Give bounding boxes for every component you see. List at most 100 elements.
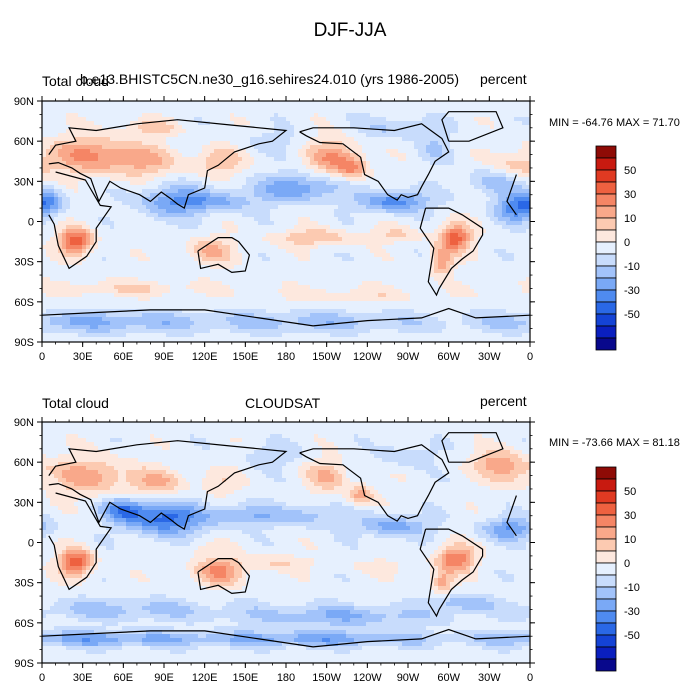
lon-tick-label: 150E — [232, 672, 258, 684]
colorbar-label: 10 — [624, 534, 636, 546]
lon-tick-label: 60W — [437, 672, 460, 684]
colorbar-label: 50 — [624, 165, 636, 177]
colorbar-swatch — [595, 562, 617, 576]
colorbar-swatch — [595, 205, 617, 219]
colorbar-swatch — [595, 325, 617, 339]
colorbar-swatch — [595, 634, 617, 648]
colorbar-swatch — [595, 193, 617, 207]
colorbar-label: -30 — [624, 285, 640, 297]
colorbar-2: 50 30 10 0 -10 -30 -50 — [595, 466, 640, 672]
coastlines — [42, 111, 530, 327]
lon-tick-label: 60E — [114, 351, 134, 363]
colorbar-swatch — [595, 289, 617, 303]
lat-tick-label: 60S — [14, 618, 34, 630]
lat-tick-label: 30N — [14, 497, 34, 509]
panel2-center-label: CLOUDSAT — [245, 395, 321, 411]
colorbar-swatch — [595, 586, 617, 600]
colorbar-swatch — [595, 550, 617, 564]
figure-title: DJF-JJA — [313, 20, 387, 41]
colorbar-1: 50 30 10 0 -10 -30 -50 — [595, 145, 640, 351]
colorbar-label: -50 — [624, 630, 640, 642]
map-panel-2: 0 30E 60E 90E 120E 150E 180 150W 120W 90W 60W 30W 09… — [14, 417, 640, 684]
panel2-left-label: Total cloud — [42, 395, 109, 411]
lon-tick-label: 0 — [527, 351, 533, 363]
lat-tick-label: 0 — [28, 217, 34, 229]
lon-tick-label: 90E — [154, 351, 174, 363]
colorbar-label: 50 — [624, 486, 636, 498]
colorbar-swatch — [595, 502, 617, 516]
lat-tick-label: 0 — [28, 538, 34, 550]
colorbar-swatch — [595, 229, 617, 243]
lon-tick-label: 0 — [527, 672, 533, 684]
colorbar-swatch — [595, 610, 617, 624]
lat-tick-label: 90N — [14, 417, 34, 429]
lat-tick-label: 90S — [14, 658, 34, 670]
lat-tick-label: 30N — [14, 176, 34, 188]
lat-tick-label: 60S — [14, 297, 34, 309]
colorbar-swatch — [595, 514, 617, 528]
colorbar-label: -10 — [624, 261, 640, 273]
colorbar-swatch — [595, 478, 617, 492]
map-panel-1: 0 30E 60E 90E 120E 150E 180 150W 120W 90W 60W 30W 09… — [14, 96, 640, 363]
lon-tick-label: 90E — [154, 672, 174, 684]
contour-field — [42, 101, 530, 342]
lon-tick-label: 30W — [478, 351, 501, 363]
colorbar-label: -30 — [624, 606, 640, 618]
lat-tick-label: 60N — [14, 136, 34, 148]
colorbar-swatch — [595, 574, 617, 588]
lon-tick-label: 90W — [397, 351, 420, 363]
panel1-minmax: MIN = -64.76 MAX = 71.70 — [549, 117, 680, 129]
colorbar-swatch — [595, 157, 617, 171]
lon-tick-label: 150W — [312, 351, 341, 363]
colorbar-swatch — [595, 181, 617, 195]
lon-tick-label: 120E — [192, 672, 218, 684]
lon-tick-label: 0 — [39, 672, 45, 684]
lat-tick-label: 60N — [14, 457, 34, 469]
panel2-minmax: MIN = -73.66 MAX = 81.18 — [549, 437, 680, 449]
lon-tick-label: 30E — [73, 351, 93, 363]
lat-tick-label: 90S — [14, 337, 34, 349]
colorbar-swatch — [595, 658, 617, 672]
lon-tick-label: 180 — [277, 351, 295, 363]
colorbar-swatch — [595, 622, 617, 636]
lon-tick-label: 120W — [353, 672, 382, 684]
lat-tick-label: 90N — [14, 96, 34, 108]
colorbar-swatch — [595, 145, 617, 159]
colorbar-label: 10 — [624, 213, 636, 225]
lon-tick-label: 150E — [232, 351, 258, 363]
colorbar-swatch — [595, 538, 617, 552]
lon-tick-label: 30W — [478, 672, 501, 684]
colorbar-swatch — [595, 598, 617, 612]
lon-tick-label: 0 — [39, 351, 45, 363]
lon-tick-label: 120W — [353, 351, 382, 363]
colorbar-swatch — [595, 466, 617, 480]
colorbar-swatch — [595, 490, 617, 504]
colorbar-label: 30 — [624, 189, 636, 201]
lon-tick-label: 120E — [192, 351, 218, 363]
colorbar-label: -50 — [624, 309, 640, 321]
panel2-right-label: percent — [480, 393, 527, 409]
colorbar-swatch — [595, 241, 617, 255]
colorbar-label: 0 — [624, 558, 630, 570]
colorbar-label: 0 — [624, 237, 630, 249]
lat-tick-label: 30S — [14, 578, 34, 590]
colorbar-swatch — [595, 313, 617, 327]
colorbar-label: 30 — [624, 510, 636, 522]
colorbar-swatch — [595, 337, 617, 351]
colorbar-swatch — [595, 217, 617, 231]
colorbar-swatch — [595, 253, 617, 267]
colorbar-label: -10 — [624, 582, 640, 594]
colorbar-swatch — [595, 169, 617, 183]
contour-field — [42, 422, 530, 663]
panel1-right-label: percent — [480, 71, 527, 87]
lon-tick-label: 60W — [437, 351, 460, 363]
lon-tick-label: 60E — [114, 672, 134, 684]
colorbar-swatch — [595, 277, 617, 291]
lat-tick-label: 30S — [14, 257, 34, 269]
colorbar-swatch — [595, 265, 617, 279]
panel1-left-label: Total cloud — [42, 73, 109, 89]
panel1-center-label: b.e13.BHISTC5CN.ne30_g16.sehires24.010 (… — [80, 71, 460, 87]
coastlines — [42, 432, 530, 648]
lon-tick-label: 150W — [312, 672, 341, 684]
